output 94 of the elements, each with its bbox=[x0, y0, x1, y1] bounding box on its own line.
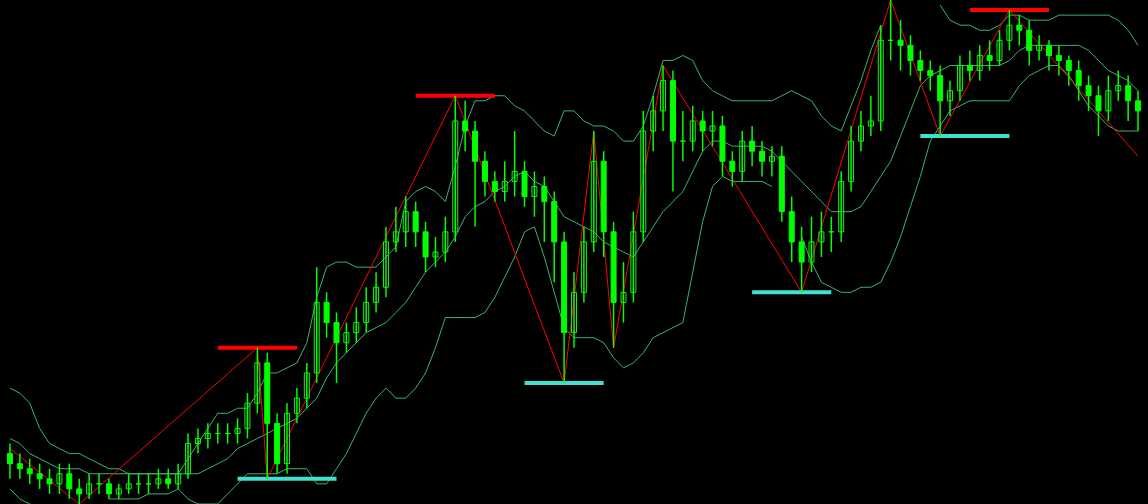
candlestick bbox=[531, 170, 538, 218]
candlestick bbox=[402, 195, 409, 248]
candlestick bbox=[382, 226, 389, 299]
candlestick bbox=[452, 95, 459, 243]
candlestick bbox=[660, 64, 667, 132]
candlestick bbox=[541, 175, 548, 243]
candlestick bbox=[966, 49, 973, 82]
candlestick bbox=[699, 110, 706, 152]
candlestick bbox=[481, 150, 488, 198]
candlestick bbox=[590, 130, 597, 253]
candlestick bbox=[16, 452, 23, 480]
candlestick bbox=[56, 462, 63, 495]
candlestick bbox=[462, 100, 469, 152]
candlestick bbox=[46, 467, 53, 495]
candlestick bbox=[838, 170, 845, 243]
candlestick bbox=[917, 49, 924, 82]
candlestick bbox=[442, 215, 449, 263]
candlestick bbox=[571, 271, 577, 349]
candlestick bbox=[392, 205, 399, 253]
candlestick bbox=[650, 95, 657, 152]
candlestick bbox=[244, 392, 251, 440]
candlestick bbox=[996, 29, 1003, 67]
candlestick bbox=[1065, 54, 1072, 87]
candlestick bbox=[798, 226, 805, 294]
candlestick bbox=[947, 79, 954, 117]
candlestick bbox=[1135, 89, 1142, 132]
candlestick bbox=[511, 130, 518, 198]
candlestick bbox=[877, 24, 884, 132]
candlestick bbox=[204, 422, 211, 450]
candlestick bbox=[105, 478, 112, 500]
candlestick bbox=[1055, 44, 1062, 77]
candlestick bbox=[194, 427, 201, 455]
candlestick bbox=[679, 110, 686, 163]
candlestick bbox=[709, 110, 716, 147]
candlestick bbox=[491, 170, 498, 203]
candlestick bbox=[185, 432, 192, 480]
candlestick bbox=[1075, 59, 1082, 102]
candlestick bbox=[293, 387, 300, 425]
candlestick bbox=[818, 210, 825, 258]
candlestick bbox=[976, 44, 983, 82]
candlestick bbox=[808, 215, 815, 273]
candlestick bbox=[175, 462, 182, 490]
candlestick bbox=[1095, 84, 1102, 137]
candlestick bbox=[303, 362, 310, 409]
candlestick bbox=[86, 473, 93, 500]
candlestick bbox=[66, 462, 73, 500]
candlestick bbox=[36, 462, 43, 490]
candlestick bbox=[1016, 14, 1023, 47]
candlestick bbox=[501, 160, 508, 203]
candlestick bbox=[1085, 74, 1092, 112]
candlestick bbox=[1105, 74, 1112, 122]
candlestick bbox=[155, 467, 162, 490]
candlestick bbox=[640, 110, 647, 243]
candlestick bbox=[986, 39, 993, 72]
candlestick bbox=[927, 59, 934, 92]
candlestick bbox=[580, 226, 587, 304]
candlestick bbox=[343, 321, 350, 354]
candlestick bbox=[1045, 39, 1052, 72]
candlestick bbox=[6, 442, 13, 480]
candlestick bbox=[125, 473, 132, 495]
candlestick bbox=[432, 236, 439, 268]
candlestick bbox=[26, 457, 33, 485]
candlestick bbox=[284, 402, 291, 475]
candlestick bbox=[1006, 9, 1013, 52]
candlestick bbox=[254, 347, 261, 415]
candlestick bbox=[620, 261, 627, 324]
candlestick bbox=[749, 125, 756, 168]
candlestick bbox=[165, 467, 172, 490]
candlestick bbox=[115, 483, 122, 500]
candlestick bbox=[848, 125, 855, 193]
candlestick bbox=[867, 95, 874, 137]
candlestick bbox=[323, 291, 330, 339]
candlestick bbox=[363, 286, 370, 334]
candlestick bbox=[759, 140, 766, 178]
candlestick bbox=[333, 311, 340, 384]
candlestick bbox=[1115, 69, 1122, 102]
candlestick bbox=[1026, 19, 1033, 67]
candlestick bbox=[412, 200, 419, 248]
candlestick bbox=[313, 266, 320, 384]
candlestick bbox=[76, 478, 83, 504]
candlestick bbox=[630, 210, 637, 304]
candlestick bbox=[956, 54, 963, 102]
candlestick bbox=[739, 130, 746, 183]
candlestick bbox=[857, 110, 864, 152]
candlestick bbox=[897, 19, 904, 72]
candlestick bbox=[729, 150, 736, 188]
candlestick bbox=[1125, 74, 1132, 122]
candlestick bbox=[353, 306, 360, 344]
candlestick bbox=[373, 271, 380, 314]
candlestick bbox=[768, 145, 775, 178]
candlestick bbox=[1036, 34, 1043, 62]
candlestick bbox=[907, 34, 914, 77]
candlestick bbox=[689, 105, 696, 152]
candlestick bbox=[234, 417, 241, 445]
